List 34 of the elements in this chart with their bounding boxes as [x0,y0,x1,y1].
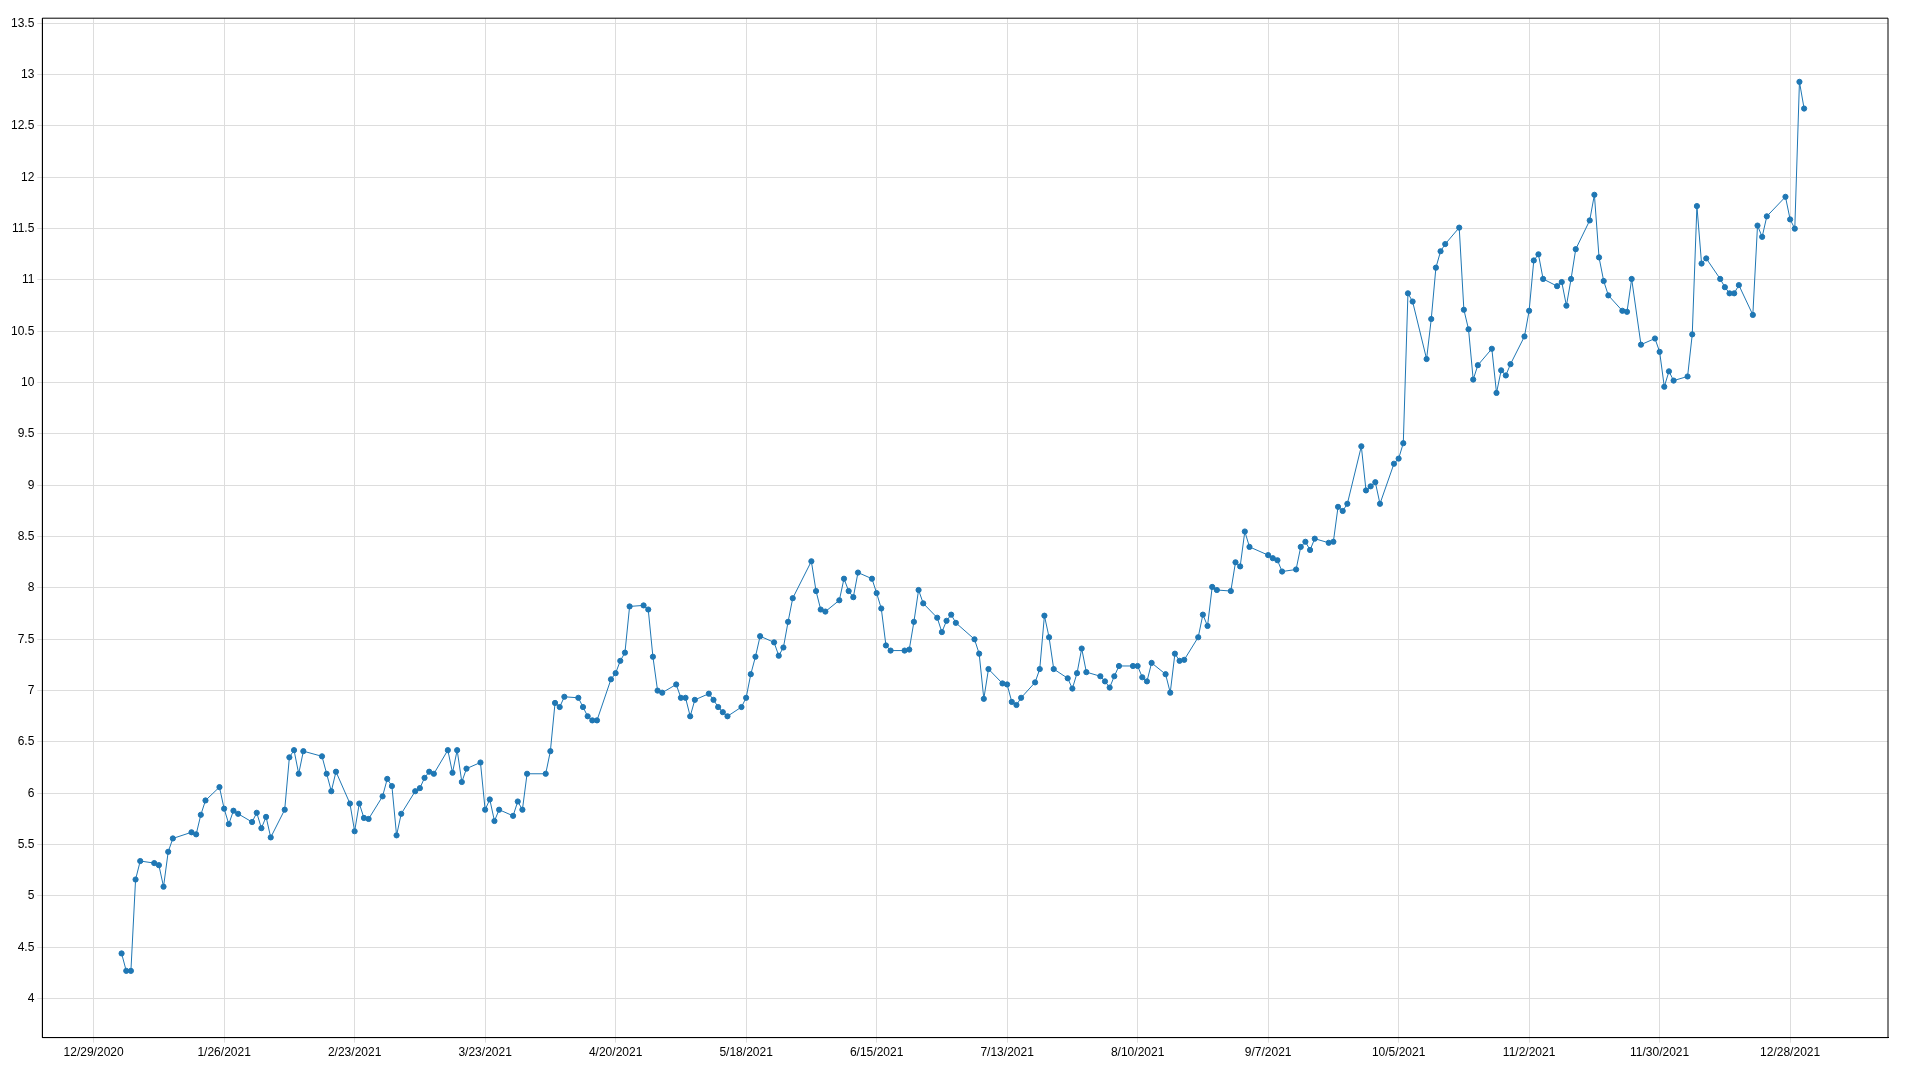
y-tick-label: 5.5 [17,836,35,851]
x-tick-label: 7/13/2021 [980,1045,1035,1060]
x-tick-label: 12/29/2020 [63,1045,124,1060]
y-tick-label: 5 [27,888,35,903]
y-tick-label: 10.5 [11,323,35,338]
x-tick-label: 3/23/2021 [458,1045,513,1060]
y-tick-label: 4.5 [17,939,35,954]
y-tick-label: 9.5 [17,426,35,441]
y-tick-label: 12.5 [11,118,35,133]
y-tick-label: 8 [27,580,35,595]
x-tick-label: 6/15/2021 [849,1045,904,1060]
y-tick-label: 4 [27,990,35,1005]
x-tick-label: 11/30/2021 [1630,1045,1690,1060]
x-tick-label: 5/18/2021 [719,1045,774,1060]
x-tick-label: 9/7/2021 [1244,1045,1292,1060]
x-tick-label: 4/20/2021 [588,1045,643,1060]
y-tick-label: 11.5 [11,220,35,235]
x-tick-label: 8/10/2021 [1110,1045,1165,1060]
x-tick-label: 10/5/2021 [1371,1045,1426,1060]
y-tick-label: 9 [27,477,35,492]
y-tick-label: 6.5 [17,734,35,749]
x-tick-label: 12/28/2021 [1760,1045,1821,1060]
y-tick-label: 11 [21,272,35,287]
y-tick-label: 7.5 [17,631,35,646]
y-tick-label: 13 [21,66,35,81]
y-tick-label: 6 [27,785,35,800]
y-tick-label: 13.5 [11,15,35,30]
x-tick-label: 1/26/2021 [197,1045,252,1060]
y-tick-label: 10 [21,374,35,389]
y-tick-label: 12 [21,169,35,184]
x-tick-label: 2/23/2021 [327,1045,382,1060]
y-tick-label: 7 [27,682,35,697]
y-tick-label: 8.5 [17,528,35,543]
x-tick-label: 11/2/2021 [1502,1045,1556,1060]
